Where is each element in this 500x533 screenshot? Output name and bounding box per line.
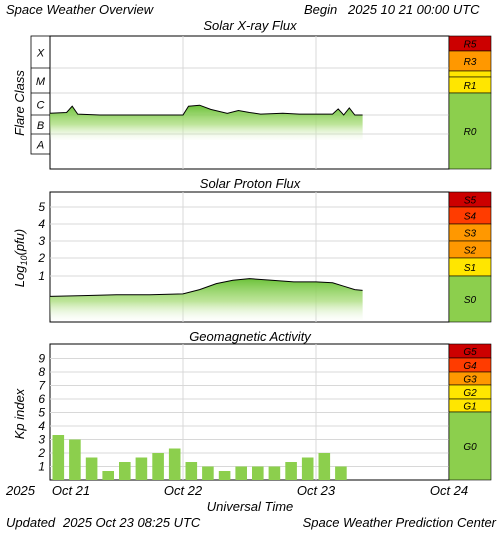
kp-scale-label: G0: [463, 442, 477, 453]
xray-chart-title: Solar X-ray Flux: [203, 18, 297, 33]
kp-bar: [202, 466, 214, 480]
proton-tick-label: 3: [38, 234, 45, 248]
xray-class-label: B: [37, 120, 44, 132]
proton-tick-label: 2: [37, 251, 45, 265]
proton-area-fill: [50, 278, 363, 320]
updated-label: Updated: [6, 515, 56, 530]
xray-scale-band: [448, 92, 492, 170]
xray-class-label: M: [36, 76, 46, 88]
kp-bar: [218, 471, 231, 480]
kp-tick-label: 9: [38, 352, 45, 366]
proton-scale-label: S1: [464, 263, 476, 274]
kp-scale-label: G1: [463, 402, 476, 413]
proton-chart-title: Solar Proton Flux: [200, 176, 301, 191]
overview-title: Space Weather Overview: [6, 2, 155, 17]
kp-tick-label: 7: [38, 379, 46, 393]
kp-bar: [85, 457, 98, 480]
proton-scale-band: [448, 275, 492, 323]
proton-y-axis-label: Log10(pfu): [12, 229, 29, 287]
kp-tick-label: 2: [37, 446, 45, 460]
time-axis-tick-label: Oct 21: [52, 483, 90, 498]
kp-bar: [119, 462, 131, 480]
proton-scale-label: S5: [464, 196, 477, 207]
proton-area-line: [49, 278, 363, 297]
xray-scale-label: R5: [464, 40, 477, 51]
kp-scale-label: G3: [463, 375, 477, 386]
kp-tick-label: 4: [38, 419, 45, 433]
time-axis: Oct 21 Oct 22 Oct 23 Oct 24: [52, 483, 468, 498]
kp-bar: [135, 457, 148, 480]
kp-scale-label: G2: [463, 388, 477, 399]
time-axis-tick-label: Oct 24: [430, 483, 468, 498]
kp-scale-band: [448, 411, 492, 481]
xray-scale-label: R0: [464, 127, 477, 138]
xray-frame: [49, 35, 450, 170]
kp-tick-label: 5: [38, 406, 45, 420]
xray-y-axis-label: Flare Class: [12, 70, 27, 136]
kp-tick-label: 8: [38, 365, 45, 379]
kp-scale-label: G5: [463, 347, 477, 358]
kp-bar: [152, 453, 164, 480]
xray-class-box: [30, 35, 51, 155]
proton-tick-label: 5: [38, 200, 45, 214]
kp-bar: [252, 466, 264, 480]
xray-area-fill: [50, 105, 363, 140]
kp-bar: [235, 466, 247, 480]
kp-bar: [268, 466, 281, 480]
kp-bar: [168, 448, 181, 480]
kp-bar: [52, 435, 65, 480]
proton-tick-label: 1: [38, 269, 45, 283]
kp-bar: [102, 471, 114, 480]
kp-bar: [318, 453, 331, 480]
xray-scale-band: [448, 70, 492, 78]
time-axis-year: 2025: [5, 483, 36, 498]
kp-tick-label: 1: [38, 460, 45, 474]
proton-scale-label: S4: [464, 212, 477, 223]
begin-value: 2025 10 21 00:00 UTC: [347, 2, 480, 17]
xray-class-label: C: [37, 100, 45, 112]
xray-class-label: A: [36, 140, 44, 152]
kp-tick-label: 3: [38, 433, 45, 447]
kp-bar: [69, 439, 81, 480]
credit-text: Space Weather Prediction Center: [303, 515, 497, 530]
kp-bar: [285, 462, 297, 480]
kp-y-axis-label: Kp index: [12, 388, 27, 439]
updated-value: 2025 Oct 23 08:25 UTC: [62, 515, 201, 530]
kp-tick-label: 6: [38, 392, 45, 406]
begin-label: Begin: [304, 2, 337, 17]
xray-scale-label: R3: [464, 57, 477, 68]
xray-area-line: [49, 104, 363, 116]
proton-scale-label: S3: [464, 229, 477, 240]
proton-tick-label: 4: [38, 217, 45, 231]
time-axis-tick-label: Oct 23: [297, 483, 336, 498]
xray-class-label: X: [36, 48, 45, 60]
proton-scale-label: S2: [464, 246, 477, 257]
proton-scale-label: S0: [464, 295, 477, 306]
time-axis-tick-label: Oct 22: [164, 483, 203, 498]
kp-bar: [335, 466, 347, 480]
xray-scale-label: R1: [464, 81, 477, 92]
kp-bar: [301, 457, 314, 480]
time-axis-title: Universal Time: [207, 499, 294, 514]
geomagnetic-chart-title: Geomagnetic Activity: [189, 329, 312, 344]
proton-flux-panel: 1 2 3 4 5 S5 S4 S3 S2 S1 S0: [37, 191, 492, 323]
kp-bar: [185, 462, 198, 480]
kp-scale-label: G4: [463, 361, 477, 372]
